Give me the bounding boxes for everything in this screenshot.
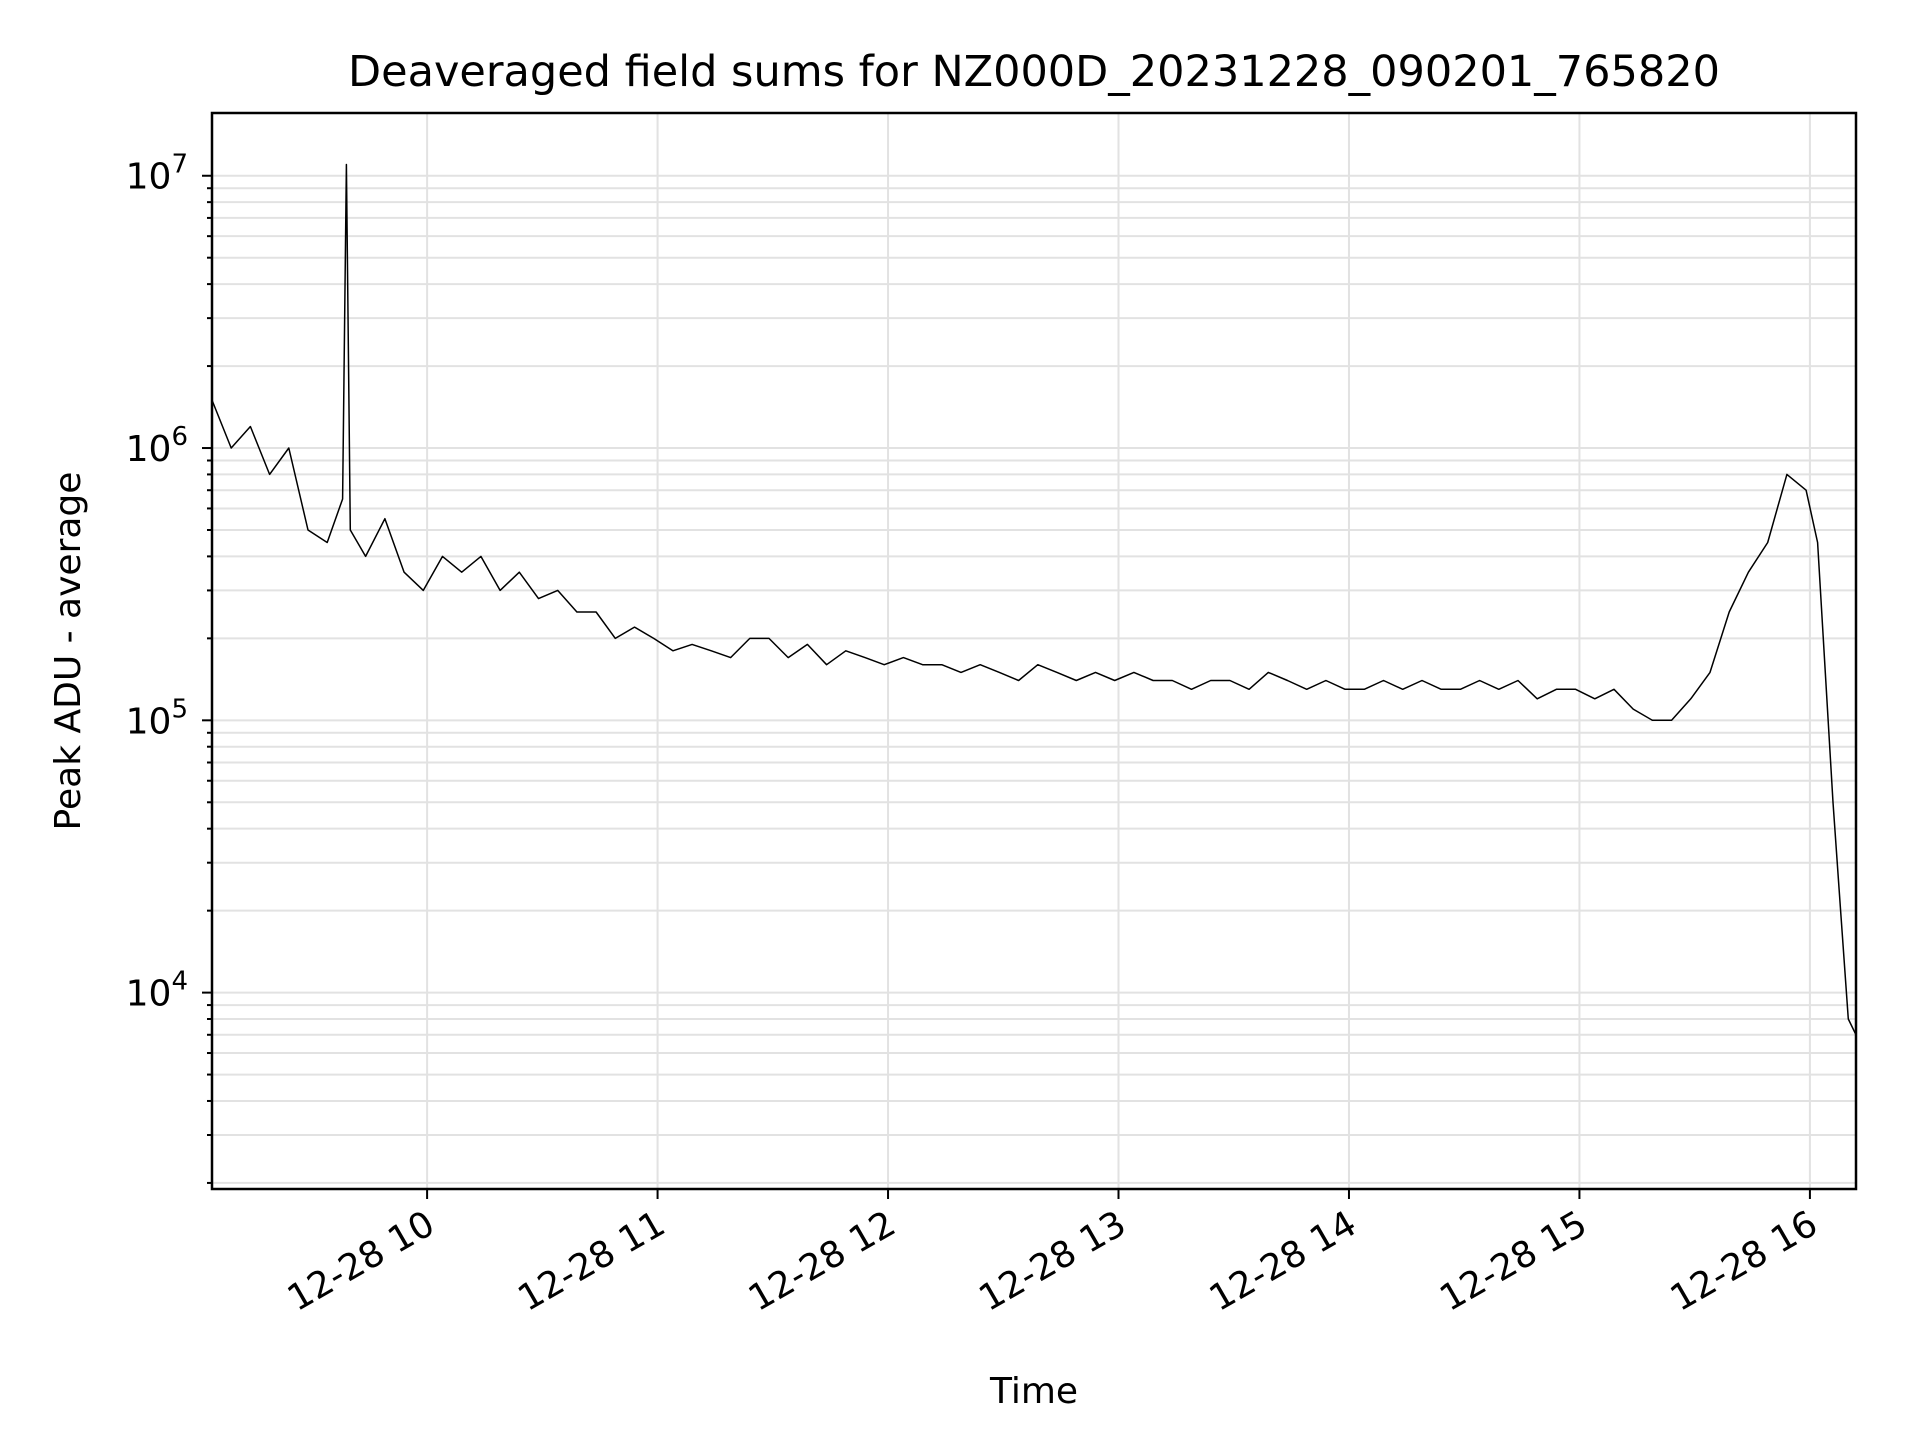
plot-frame	[210, 111, 1858, 1191]
chart-title: Deaveraged field sums for NZ000D_2023122…	[348, 47, 1720, 97]
series-line	[211, 163, 1857, 1036]
x-tick-label: 12-28 15	[1433, 1203, 1594, 1319]
y-tick-label: 106	[126, 422, 188, 470]
x-tick-label: 12-28 10	[281, 1203, 442, 1319]
x-tick-label: 12-28 16	[1664, 1203, 1825, 1319]
y-tick-label: 104	[126, 967, 188, 1015]
x-tick-label: 12-28 13	[972, 1203, 1133, 1319]
y-tick-label: 105	[126, 694, 188, 742]
axis-ticks: 104 105 106 107 12-28 10 12-28 11 12-28 12 12-2…	[126, 150, 1825, 1320]
x-tick-label: 12-28 11	[511, 1203, 672, 1319]
x-axis-label: Time	[989, 1371, 1078, 1412]
x-tick-label: 12-28 12	[742, 1203, 903, 1319]
x-tick-label: 12-28 14	[1203, 1203, 1364, 1319]
y-tick-label: 107	[126, 150, 188, 198]
y-axis-label: Peak ADU - average	[48, 472, 89, 831]
grid-lines	[212, 113, 1856, 1189]
